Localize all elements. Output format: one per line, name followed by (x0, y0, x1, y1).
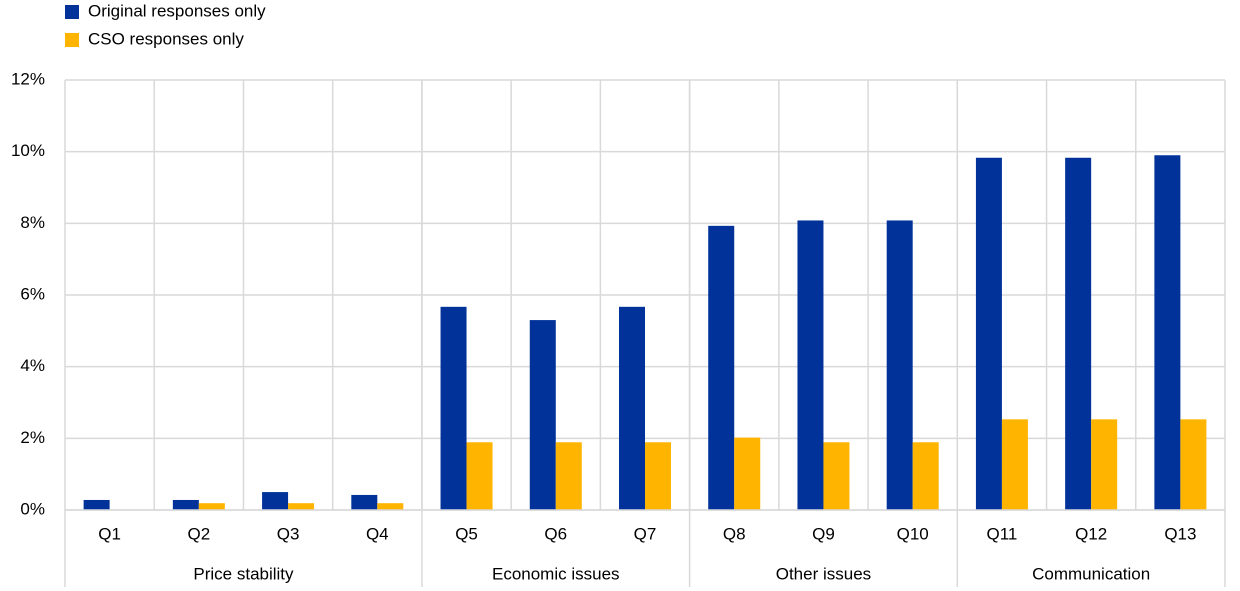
y-tick-label: 4% (20, 356, 45, 375)
bar (823, 442, 850, 510)
bar (797, 220, 824, 510)
x-tick-label: Q11 (986, 524, 1017, 543)
bar (1180, 419, 1207, 510)
x-tick-label: Q1 (98, 524, 121, 543)
y-tick-label: 12% (11, 69, 45, 88)
bar (734, 437, 761, 510)
legend-swatch (65, 33, 79, 47)
bar (912, 442, 939, 510)
bar (83, 499, 110, 510)
x-tick-label: Q10 (897, 524, 929, 543)
legend-swatch (65, 5, 79, 19)
bar (645, 442, 671, 510)
bar (529, 320, 556, 510)
y-tick-label: 6% (20, 284, 45, 303)
bar (555, 442, 582, 510)
bar (198, 503, 225, 510)
y-tick-label: 10% (11, 141, 45, 160)
bar (288, 503, 315, 510)
group-label: Economic issues (492, 564, 620, 583)
x-tick-label: Q9 (812, 524, 835, 543)
bar (440, 306, 467, 510)
x-tick-label: Q8 (723, 524, 746, 543)
group-label: Price stability (193, 564, 294, 583)
bar (466, 442, 493, 510)
x-tick-label: Q6 (544, 524, 567, 543)
bar (619, 306, 645, 510)
bar (377, 503, 404, 510)
legend-label: CSO responses only (88, 29, 244, 48)
bar (1154, 155, 1181, 510)
legend-label: Original responses only (88, 1, 266, 20)
bar (886, 220, 913, 510)
bar (708, 225, 735, 510)
group-label: Other issues (776, 564, 871, 583)
bar (262, 492, 289, 510)
bar (172, 499, 199, 510)
x-tick-label: Q3 (277, 524, 300, 543)
x-tick-label: Q7 (634, 524, 657, 543)
x-tick-label: Q4 (366, 524, 389, 543)
bar (1001, 419, 1028, 510)
x-tick-label: Q2 (188, 524, 211, 543)
y-tick-label: 2% (20, 428, 45, 447)
y-tick-label: 8% (20, 213, 45, 232)
y-tick-label: 0% (20, 499, 45, 518)
bar (1091, 419, 1118, 510)
bar (1065, 157, 1092, 510)
x-tick-label: Q5 (455, 524, 478, 543)
group-label: Communication (1032, 564, 1150, 583)
x-tick-label: Q12 (1075, 524, 1107, 543)
x-tick-label: Q13 (1164, 524, 1196, 543)
bar (351, 494, 378, 510)
bar (975, 157, 1002, 510)
